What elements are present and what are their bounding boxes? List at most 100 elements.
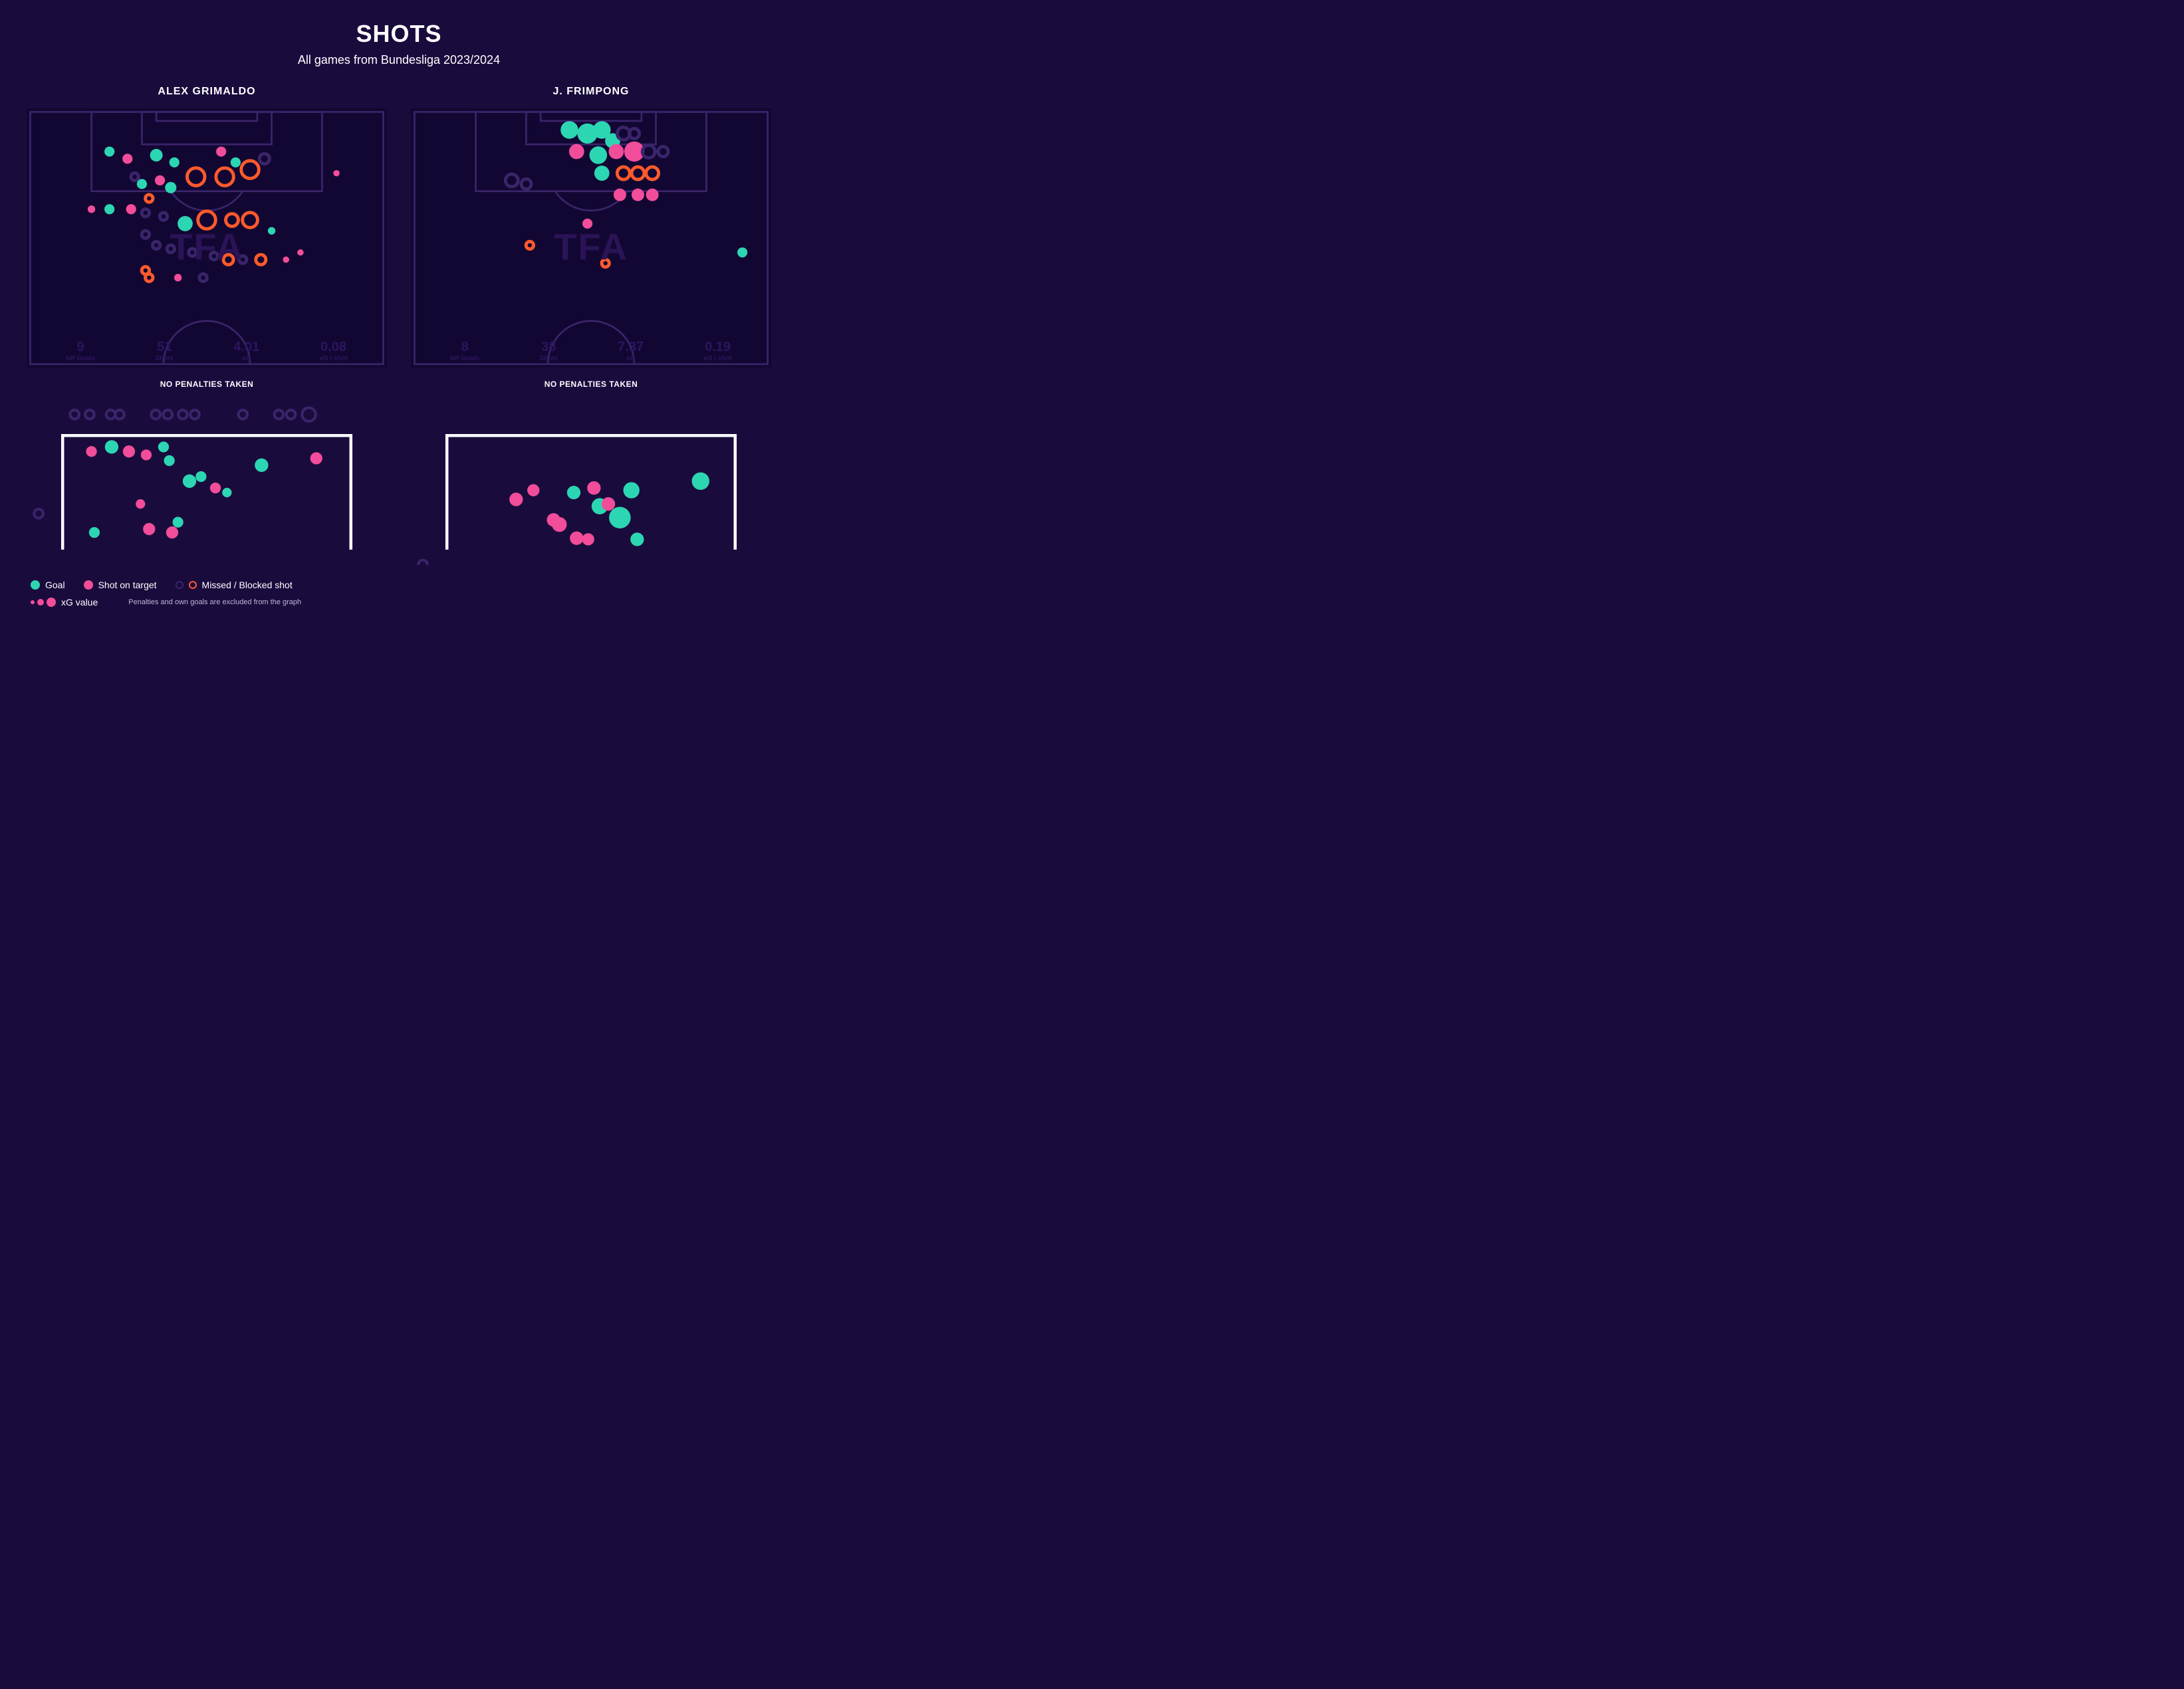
stat-value: 7.37 bbox=[618, 340, 644, 354]
page-title: SHOTS bbox=[27, 20, 771, 48]
ring-icon bbox=[189, 581, 197, 589]
stat-label: xG / shot bbox=[319, 355, 348, 362]
stat-value: 38 bbox=[539, 340, 558, 354]
shot-marker bbox=[646, 189, 659, 201]
stat-label: xG bbox=[618, 355, 644, 362]
legend-row-types: Goal Shot on target Missed / Blocked sho… bbox=[31, 580, 771, 590]
shot-marker bbox=[552, 517, 566, 532]
shot-marker bbox=[222, 488, 231, 497]
legend: Goal Shot on target Missed / Blocked sho… bbox=[27, 580, 771, 608]
shot-marker bbox=[164, 455, 175, 466]
shot-marker bbox=[178, 410, 187, 419]
stat-label: NP Goals bbox=[66, 355, 95, 362]
shot-marker bbox=[174, 274, 182, 281]
legend-missed: Missed / Blocked shot bbox=[176, 580, 293, 590]
stat-label: NP Goals bbox=[450, 355, 479, 362]
stat-label: xG bbox=[233, 355, 259, 362]
ring-icon bbox=[176, 581, 183, 589]
shot-marker bbox=[418, 560, 427, 565]
shot-marker bbox=[231, 158, 241, 168]
shot-marker bbox=[587, 481, 600, 495]
penalty-label-left: NO PENALTIES TAKEN bbox=[27, 380, 387, 389]
shot-marker bbox=[115, 410, 124, 419]
legend-label: Missed / Blocked shot bbox=[202, 580, 293, 590]
shot-marker bbox=[333, 170, 339, 176]
stats-row-left: 9 NP Goals 51 Shots 4.01 xG 0.08 xG / sh… bbox=[27, 340, 387, 362]
shot-marker bbox=[210, 483, 221, 493]
goal-svg-right bbox=[411, 399, 771, 564]
stat-label: Shots bbox=[155, 355, 174, 362]
shot-marker bbox=[150, 149, 163, 162]
shot-marker bbox=[255, 459, 268, 472]
pitch-svg-left bbox=[27, 108, 387, 368]
shot-marker bbox=[104, 204, 114, 214]
stat-xgpershot-right: 0.19 xG / shot bbox=[703, 340, 732, 362]
shot-marker bbox=[126, 204, 136, 214]
shot-marker bbox=[85, 410, 94, 419]
shot-marker bbox=[190, 410, 199, 419]
shot-marker bbox=[268, 227, 275, 235]
shot-marker bbox=[86, 446, 96, 457]
shot-marker bbox=[173, 517, 183, 528]
shot-marker bbox=[122, 154, 132, 164]
shot-marker bbox=[582, 533, 594, 545]
shot-marker bbox=[183, 475, 196, 488]
shot-marker bbox=[88, 205, 95, 213]
goal-chart-left bbox=[27, 399, 387, 564]
stat-value: 51 bbox=[155, 340, 174, 354]
legend-label: Shot on target bbox=[98, 580, 157, 590]
player-name-right: J. FRIMPONG bbox=[411, 86, 771, 100]
shot-marker bbox=[283, 257, 289, 263]
shot-marker bbox=[155, 175, 165, 185]
stat-value: 9 bbox=[66, 340, 95, 354]
player-name-left: ALEX GRIMALDO bbox=[27, 86, 387, 100]
shot-marker bbox=[590, 146, 608, 164]
shot-marker bbox=[143, 523, 155, 535]
shot-marker bbox=[105, 440, 118, 453]
shot-marker bbox=[141, 449, 152, 460]
stat-xg-left: 4.01 xG bbox=[233, 340, 259, 362]
shot-marker bbox=[602, 497, 615, 510]
legend-label: Goal bbox=[45, 580, 65, 590]
xg-size-icon bbox=[31, 598, 56, 607]
shot-marker bbox=[509, 493, 523, 506]
shot-marker bbox=[297, 249, 303, 255]
shot-marker bbox=[560, 121, 578, 139]
stats-row-right: 8 NP Goals 38 Shots 7.37 xG 0.19 xG / sh… bbox=[411, 340, 771, 362]
shot-marker bbox=[692, 473, 709, 490]
shot-marker bbox=[632, 189, 644, 201]
legend-note: Penalties and own goals are excluded fro… bbox=[128, 598, 301, 606]
circle-icon bbox=[84, 580, 93, 590]
shot-marker bbox=[151, 410, 160, 419]
stat-npgoals-right: 8 NP Goals bbox=[450, 340, 479, 362]
stat-value: 0.08 bbox=[319, 340, 348, 354]
shot-marker bbox=[137, 179, 147, 189]
legend-sot: Shot on target bbox=[84, 580, 157, 590]
legend-goal: Goal bbox=[31, 580, 65, 590]
stat-label: Shots bbox=[539, 355, 558, 362]
shot-marker bbox=[165, 182, 176, 193]
stat-xgpershot-left: 0.08 xG / shot bbox=[319, 340, 348, 362]
stat-xg-right: 7.37 xG bbox=[618, 340, 644, 362]
pitch-chart-right: TFA 8 NP Goals 38 Shots 7.37 xG 0.19 xG … bbox=[411, 108, 771, 368]
shot-marker bbox=[275, 410, 284, 419]
stat-label: xG / shot bbox=[703, 355, 732, 362]
shot-marker bbox=[106, 410, 116, 419]
shot-marker bbox=[123, 445, 135, 457]
shot-marker bbox=[158, 441, 169, 452]
shot-marker bbox=[136, 499, 145, 508]
legend-row-xg: xG value Penalties and own goals are exc… bbox=[31, 597, 771, 608]
shot-marker bbox=[89, 527, 100, 538]
stat-value: 0.19 bbox=[703, 340, 732, 354]
chart-grid: ALEX GRIMALDO J. FRIMPONG TFA 9 NP Goals… bbox=[27, 86, 771, 608]
shot-marker bbox=[569, 144, 584, 160]
shot-marker bbox=[609, 507, 631, 529]
shot-marker bbox=[216, 146, 226, 156]
stat-value: 8 bbox=[450, 340, 479, 354]
legend-label: xG value bbox=[61, 597, 98, 608]
shot-marker bbox=[310, 453, 322, 465]
shot-marker bbox=[170, 158, 180, 168]
penalty-label-right: NO PENALTIES TAKEN bbox=[411, 380, 771, 389]
shot-marker bbox=[302, 408, 315, 421]
stat-shots-left: 51 Shots bbox=[155, 340, 174, 362]
